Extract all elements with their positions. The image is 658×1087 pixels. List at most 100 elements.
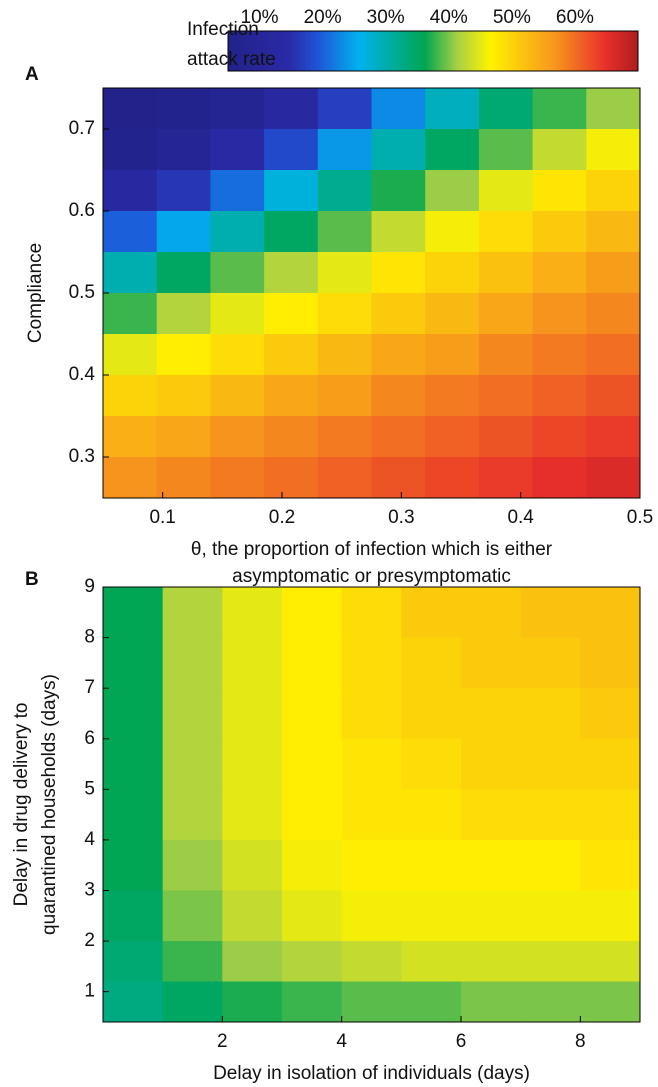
heat-cell [103,738,164,790]
heat-cell [282,738,343,790]
heat-cell [162,941,223,983]
x-tick-label: 0.1 [149,507,175,528]
heat-cell [580,789,641,841]
heat-cell [580,941,641,983]
heat-cell [317,88,372,130]
heat-cell [103,941,164,983]
heat-cell [222,637,283,689]
x-axis-label: asymptomatic or presymptomatic [232,566,511,587]
heat-cell [103,211,158,253]
heat-cell [371,457,426,499]
heat-cell [425,252,480,294]
heat-cell [371,416,426,458]
heat-cell [401,981,462,1023]
heat-cell [425,129,480,171]
heat-cell [532,170,587,212]
heat-cell [532,457,587,499]
heat-cell [162,738,223,790]
y-axis-label: Compliance [25,243,46,343]
x-axis-label: θ, the proportion of infection which is … [191,539,553,560]
heat-cell [461,890,522,942]
heat-cell [210,334,265,376]
heat-cell [162,587,223,639]
heat-cell [156,88,211,130]
colorbar-label: Infection [187,19,259,40]
panel-label: B [25,569,39,590]
heat-cell [520,587,581,639]
heat-cell [103,789,164,841]
heat-cell [478,293,534,335]
heat-cell [520,789,581,841]
heat-cell [317,252,372,294]
heat-cell [264,252,319,294]
colorbar-tick-label: 30% [367,7,405,28]
heat-cell [401,890,462,942]
heat-cell [371,129,426,171]
heat-cell [461,587,522,639]
heat-cell [222,789,283,841]
heat-cell [103,637,164,689]
heat-cell [282,890,343,942]
heat-cell [103,587,164,639]
heat-cell [532,129,587,171]
heat-cell [162,839,223,891]
heat-cell [586,252,641,294]
x-tick-label: 4 [336,1031,347,1052]
heat-cell [532,88,587,130]
heat-cell [210,211,265,253]
heat-cell [222,981,283,1023]
heat-cell [520,941,581,983]
heat-cell [156,375,211,417]
heat-cell [341,981,402,1023]
heat-cell [341,637,402,689]
heat-cell [341,738,402,790]
heat-cell [341,890,402,942]
heat-cell [580,890,641,942]
heat-cell [103,981,164,1023]
y-tick-label: 2 [84,930,95,951]
heat-cell [103,688,164,740]
colorbar-label: attack rate [187,49,276,70]
heat-cell [586,457,641,499]
heat-cell [210,293,265,335]
heat-cell [401,738,462,790]
y-tick-label: 8 [84,627,95,648]
heat-cell [371,211,426,253]
heat-cell [162,789,223,841]
heat-cell [162,688,223,740]
heat-cell [341,587,402,639]
heat-cell [210,129,265,171]
heat-cell [103,457,158,499]
heat-cell [520,890,581,942]
y-tick-label: 7 [84,677,95,698]
heat-cell [222,941,283,983]
colorbar-tick-label: 20% [304,7,342,28]
heat-cell [103,170,158,212]
heat-cell [317,416,372,458]
heat-cell [586,375,641,417]
heat-cell [425,211,480,253]
heat-cell [520,688,581,740]
heat-cell [156,334,211,376]
heat-cell [317,129,372,171]
heat-cell [156,252,211,294]
heat-cell [156,457,211,499]
y-tick-label: 0.7 [69,118,95,139]
heat-cell [264,129,319,171]
heat-cell [532,211,587,253]
heat-cell [401,688,462,740]
heat-cell [371,252,426,294]
heat-cell [532,416,587,458]
heat-cell [264,457,319,499]
plot-frame [102,586,641,1023]
y-tick-label: 1 [84,981,95,1002]
heat-cell [282,789,343,841]
heat-cell [264,293,319,335]
y-tick-label: 6 [84,728,95,749]
heat-cell [264,170,319,212]
heat-cell [425,293,480,335]
heat-cell [461,941,522,983]
heat-cell [371,334,426,376]
heat-cell [317,211,372,253]
